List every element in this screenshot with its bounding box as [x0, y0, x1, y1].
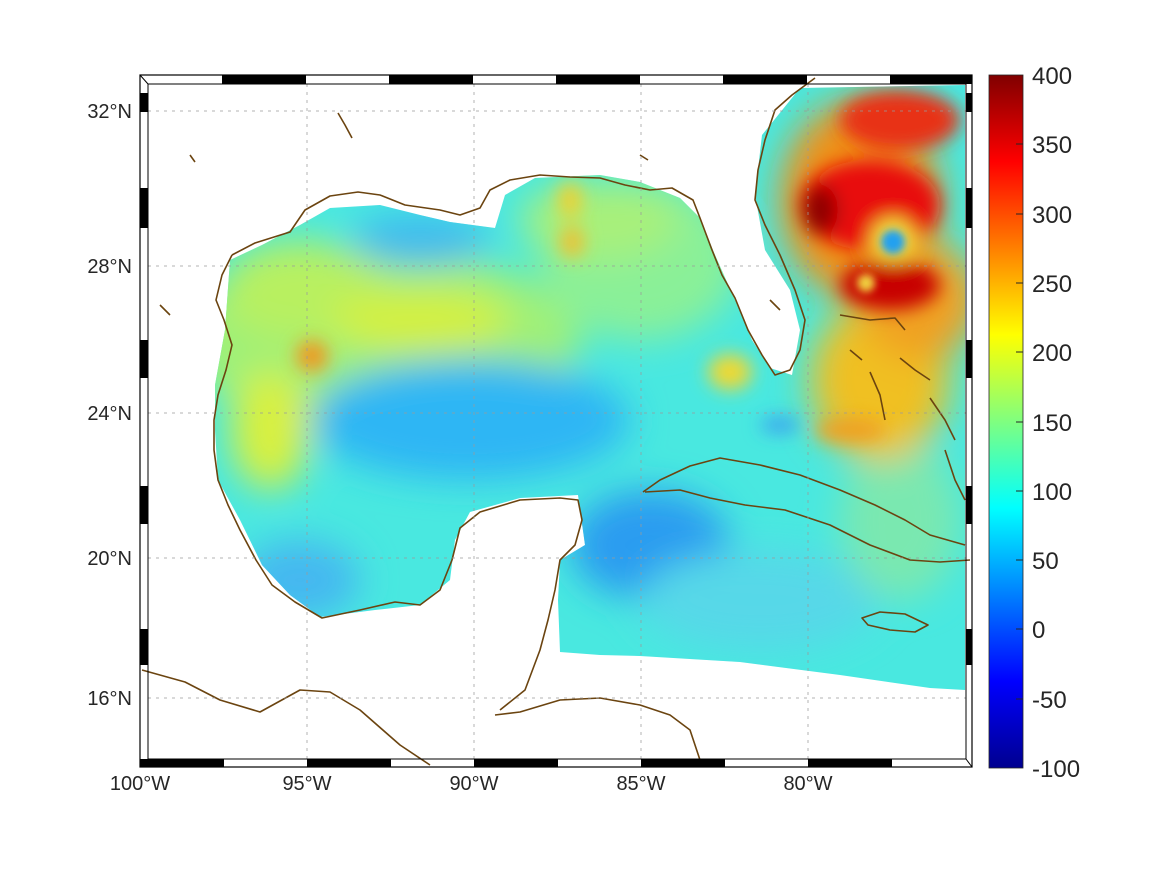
- colorbar-tick-label: 300: [1032, 202, 1072, 229]
- x-tick-label: 90°W: [449, 773, 498, 795]
- y-tick-label: 24°N: [87, 403, 132, 425]
- y-tick-label: 20°N: [87, 548, 132, 570]
- x-tick-labels: 100°W 95°W 90°W 85°W 80°W: [110, 773, 833, 795]
- grid: [148, 84, 966, 760]
- y-tick-labels: 32°N 28°N 24°N 20°N 16°N: [87, 101, 132, 710]
- x-tick-label: 95°W: [282, 773, 331, 795]
- colorbar-tick-label: 250: [1032, 271, 1072, 298]
- colorbar-tick-label: -50: [1032, 687, 1067, 714]
- y-tick-label: 28°N: [87, 256, 132, 278]
- y-tick-label: 16°N: [87, 688, 132, 710]
- colorbar-tick-label: 400: [1032, 63, 1072, 90]
- colorbar-tick-label: 200: [1032, 340, 1072, 367]
- coastlines: [141, 77, 971, 766]
- colorbar: 400 350 300 250 200 150 100 50 0 -50 -10…: [988, 63, 1080, 783]
- colorbar-tick-label: 150: [1032, 410, 1072, 437]
- y-tick-label: 32°N: [87, 101, 132, 123]
- sea-field: [215, 85, 965, 690]
- colorbar-tick-label: 0: [1032, 617, 1045, 644]
- colorbar-tick-label: 100: [1032, 479, 1072, 506]
- x-tick-label: 85°W: [616, 773, 665, 795]
- colorbar-tick-label: 50: [1032, 548, 1059, 575]
- map-frame: [139, 74, 973, 768]
- x-tick-label: 80°W: [783, 773, 832, 795]
- colorbar-tick-label: 350: [1032, 132, 1072, 159]
- x-tick-label: 100°W: [110, 773, 170, 795]
- colorbar-tick-label: -100: [1032, 756, 1080, 783]
